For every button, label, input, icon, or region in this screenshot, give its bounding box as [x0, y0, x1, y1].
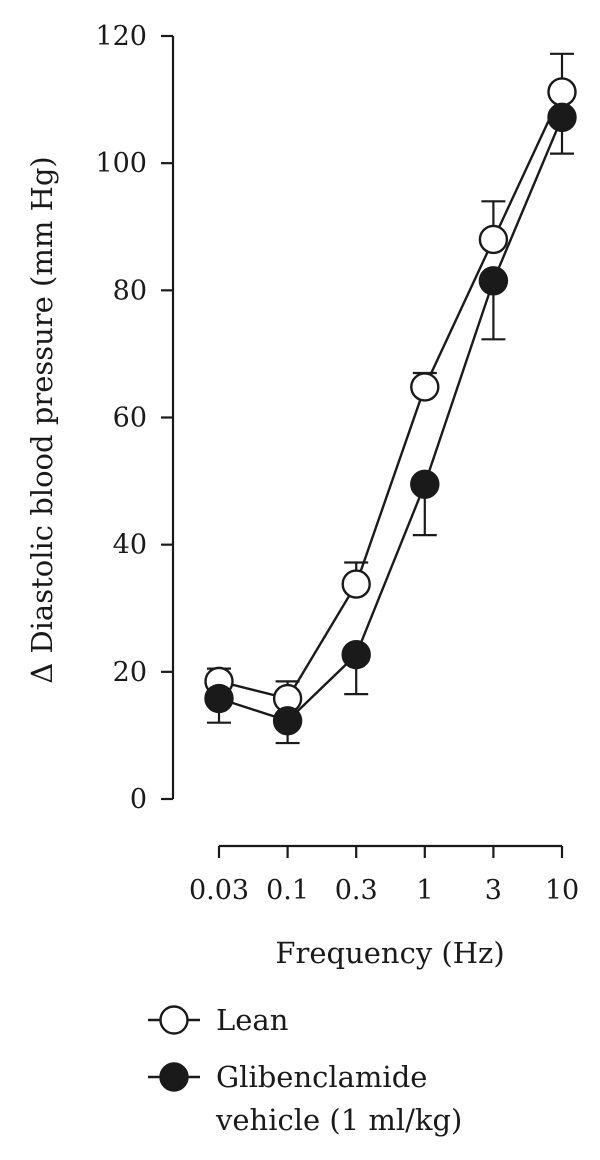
- plot-area: [204, 52, 577, 745]
- data-point-open: [547, 77, 577, 107]
- series-line-lean: [218, 91, 564, 700]
- legend-label: Glibenclamide: [216, 1060, 427, 1094]
- data-point-filled: [478, 266, 509, 296]
- x-tick-label: 0.3: [335, 875, 378, 906]
- y-tick-label: 0: [130, 784, 147, 815]
- y-tick-label: 40: [113, 530, 147, 561]
- x-tick-label: 10: [545, 875, 579, 906]
- x-tick-label: 3: [485, 875, 502, 906]
- legend-label: vehicle (1 ml/kg): [215, 1103, 462, 1137]
- y-tick-label: 80: [113, 275, 147, 306]
- y-axis: 0 20 40 60 80 100 120: [95, 21, 175, 815]
- data-point-open: [410, 372, 440, 402]
- x-tick-label: 0.1: [266, 875, 309, 906]
- legend: Lean Glibenclamide vehicle (1 ml/kg): [148, 1003, 462, 1137]
- y-axis-title: Δ Diastolic blood pressure (mm Hg): [25, 156, 59, 684]
- legend-label: Lean: [216, 1003, 288, 1037]
- data-point-filled: [547, 102, 577, 133]
- legend-marker-filled: [159, 1062, 189, 1092]
- legend-item: Glibenclamide vehicle (1 ml/kg): [148, 1060, 462, 1137]
- data-point-open: [478, 224, 509, 255]
- y-tick-label: 100: [95, 148, 147, 179]
- legend-item: Lean: [148, 1003, 288, 1037]
- data-point-filled: [204, 683, 234, 714]
- x-tick-label: 0.03: [189, 875, 249, 906]
- x-axis: 0.03 0.1 0.3 1 3 10: [189, 844, 579, 906]
- y-tick-label: 120: [95, 21, 147, 52]
- data-point-filled: [410, 469, 440, 499]
- data-point-open: [341, 569, 371, 599]
- y-tick-label: 60: [113, 403, 147, 434]
- legend-marker-open: [159, 1005, 189, 1035]
- y-tick-label: 20: [113, 657, 147, 688]
- x-axis-title: Frequency (Hz): [275, 936, 504, 970]
- data-point-filled: [272, 706, 303, 736]
- series-line-glibenclamide-vehicle: [218, 116, 564, 723]
- data-point-filled: [341, 639, 371, 670]
- x-tick-label: 1: [416, 875, 433, 906]
